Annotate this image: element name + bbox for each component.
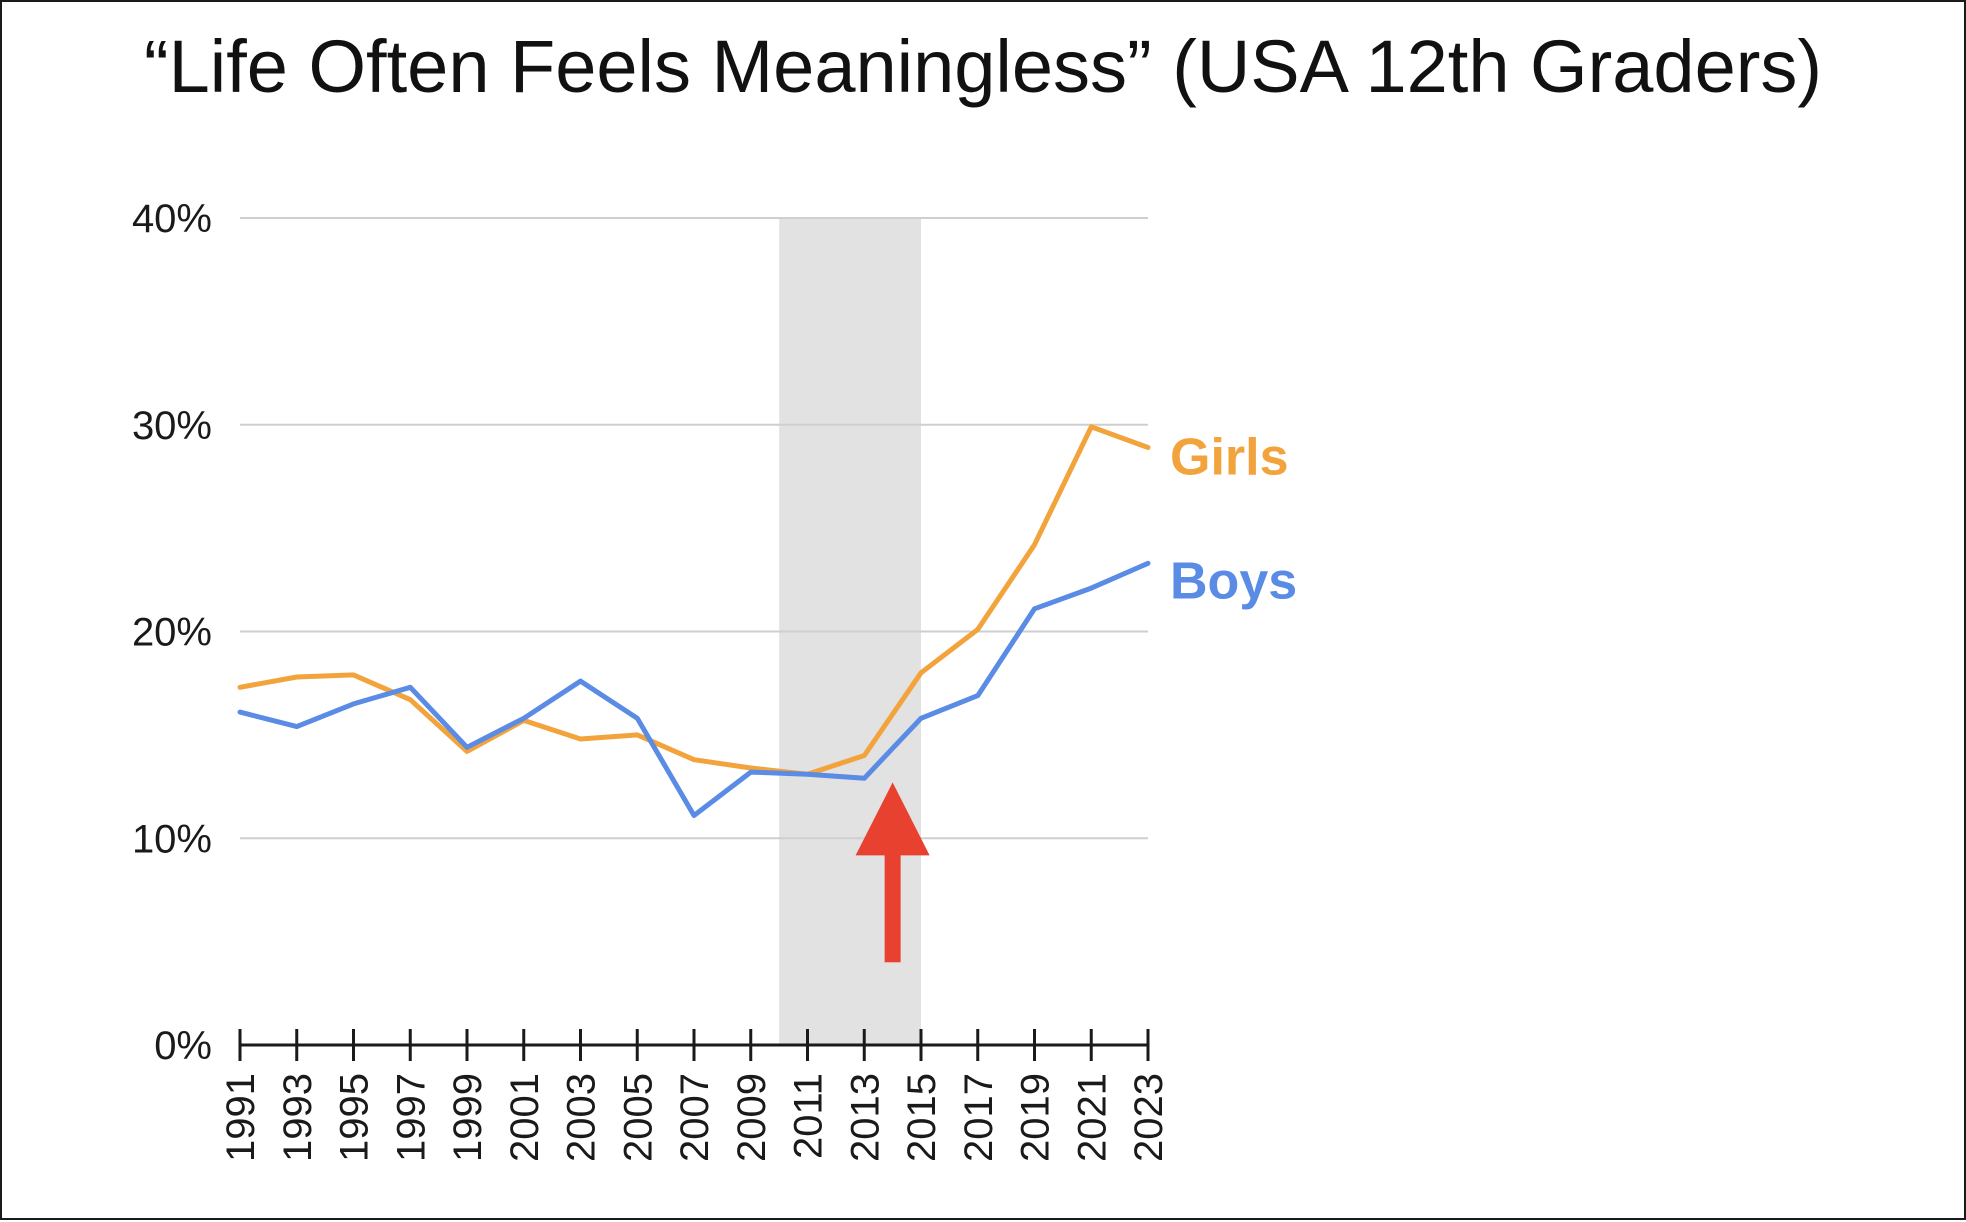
x-tick-label: 1995: [333, 1073, 377, 1162]
x-axis-tick-labels: 1991 1993 1995 1997 1999 2001 2003 2005 2007 2009…: [219, 1073, 1171, 1162]
series-line-boys: [237, 560, 1151, 818]
chart-title: “Life Often Feels Meaningless” (USA 12th…: [143, 25, 1823, 108]
x-tick-label: 1997: [389, 1073, 433, 1162]
y-tick-label: 10%: [132, 817, 212, 861]
y-tick-label: 20%: [132, 611, 212, 655]
x-tick-label: 2015: [900, 1073, 944, 1162]
annotation-arrow-head: [855, 782, 930, 856]
x-tick-label: 1999: [446, 1073, 490, 1162]
x-tick-label: 2007: [673, 1073, 717, 1162]
x-tick-label: 2013: [843, 1073, 887, 1162]
x-tick-label: 2011: [787, 1073, 831, 1159]
x-tick-label: 2009: [730, 1073, 774, 1162]
x-tick-label: 2021: [1070, 1073, 1114, 1162]
series-lines: [237, 424, 1151, 818]
y-tick-label: 0%: [154, 1024, 212, 1068]
x-tick-label: 2003: [560, 1073, 604, 1162]
x-tick-label: 2005: [616, 1073, 660, 1162]
series-label-boys: Boys: [1170, 552, 1297, 610]
annotation-arrow-shaft: [884, 851, 901, 963]
y-axis-tick-labels: 0% 10% 20% 30% 40%: [132, 197, 212, 1068]
x-tick-label: 2017: [957, 1073, 1001, 1162]
x-tick-label: 2023: [1127, 1073, 1171, 1162]
series-line-girls: [237, 424, 1151, 777]
x-tick-label: 1993: [276, 1073, 320, 1162]
x-tick-label: 2019: [1014, 1073, 1058, 1162]
gridlines: [240, 217, 1148, 840]
annotation-arrow-layer: [855, 782, 930, 963]
x-tick-label: 2001: [503, 1073, 547, 1162]
series-labels: Girls Boys: [1170, 428, 1297, 610]
y-tick-label: 40%: [132, 197, 212, 241]
y-tick-label: 30%: [132, 404, 212, 448]
series-label-girls: Girls: [1170, 428, 1289, 486]
x-tick-label: 1991: [219, 1073, 263, 1162]
x-axis: [238, 1029, 1150, 1061]
